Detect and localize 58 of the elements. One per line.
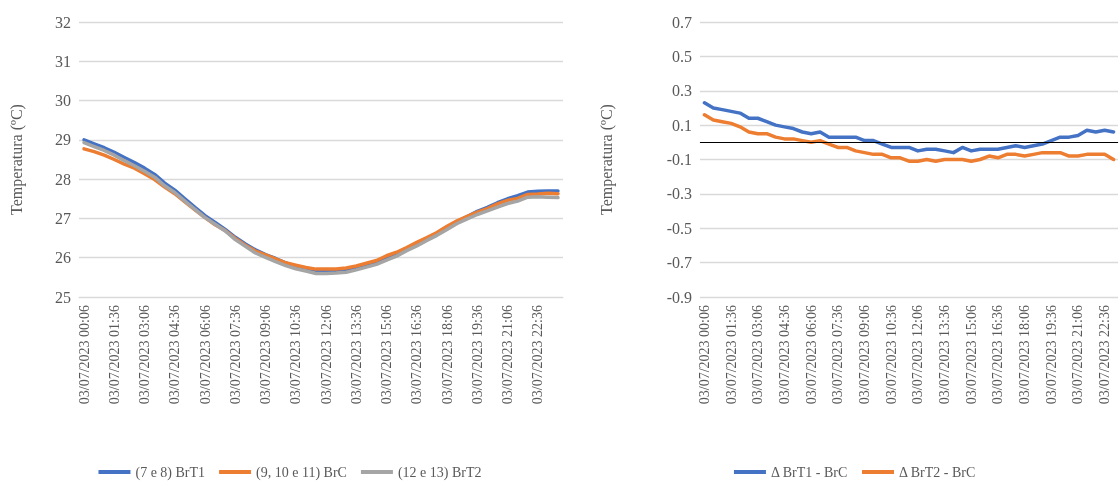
- x-tick-label: 03/07/2023 01:36: [106, 305, 122, 405]
- y-tick-label: 29: [55, 131, 71, 149]
- y-tick-label: 0.3: [672, 82, 692, 100]
- y-tick-label: -0.7: [666, 254, 692, 272]
- x-tick-label: 03/07/2023 00:06: [76, 305, 92, 405]
- x-tick-label: 03/07/2023 00:06: [696, 305, 712, 405]
- legend-label: Δ BrT2 - BrC: [899, 464, 976, 480]
- y-tick-label: -0.3: [666, 185, 692, 203]
- x-tick-label: 03/07/2023 03:06: [137, 305, 153, 405]
- legend-label: Δ BrT1 - BrC: [770, 464, 848, 480]
- x-tick-label: 03/07/2023 22:36: [530, 305, 546, 405]
- y-tick-label: -0.5: [666, 219, 692, 237]
- x-tick-label: 03/07/2023 15:06: [963, 305, 979, 405]
- x-tick-label: 03/07/2023 18:06: [1017, 305, 1033, 405]
- x-tick-label: 03/07/2023 12:06: [910, 305, 926, 405]
- x-tick-label: 03/07/2023 04:36: [776, 305, 792, 405]
- legend-label: (9, 10 e 11) BrC: [256, 464, 347, 481]
- x-tick-label: 03/07/2023 13:36: [937, 305, 953, 405]
- y-tick-label: 28: [55, 170, 71, 188]
- x-tick-label: 03/07/2023 19:36: [469, 305, 485, 405]
- x-tick-label: 03/07/2023 06:06: [803, 305, 819, 405]
- y-axis-title: Temperatura (ºC): [7, 104, 26, 215]
- x-tick-label: 03/07/2023 13:36: [348, 305, 364, 405]
- x-tick-label: 03/07/2023 04:36: [167, 305, 183, 405]
- x-tick-label: 03/07/2023 10:36: [288, 305, 304, 405]
- y-tick-label: 0.5: [672, 47, 692, 65]
- x-tick-label: 03/07/2023 18:06: [439, 305, 455, 405]
- x-tick-label: 03/07/2023 09:06: [258, 305, 274, 405]
- y-tick-label: -0.1: [666, 151, 692, 168]
- y-tick-label: 0.7: [672, 13, 692, 31]
- x-tick-label: 03/07/2023 07:36: [227, 305, 243, 405]
- y-tick-label: 0.1: [672, 116, 692, 134]
- x-tick-label: 03/07/2023 06:06: [197, 305, 213, 405]
- x-tick-label: 03/07/2023 12:06: [318, 305, 334, 405]
- y-tick-label: 31: [55, 52, 71, 70]
- x-tick-label: 03/07/2023 15:06: [379, 305, 395, 405]
- x-tick-label: 03/07/2023 03:06: [750, 305, 766, 405]
- line-series: [702, 101, 1116, 155]
- x-tick-label: 03/07/2023 19:36: [1043, 305, 1059, 405]
- y-tick-label: 25: [55, 288, 71, 306]
- y-tick-label: 26: [55, 249, 71, 267]
- x-tick-label: 03/07/2023 16:36: [990, 305, 1006, 405]
- y-tick-label: 32: [55, 13, 71, 31]
- x-tick-label: 03/07/2023 21:06: [500, 305, 516, 405]
- legend-label: (7 e 8) BrT1: [135, 464, 206, 481]
- x-tick-label: 03/07/2023 09:06: [857, 305, 873, 405]
- y-tick-label: 27: [55, 209, 71, 227]
- x-tick-label: 03/07/2023 01:36: [723, 305, 739, 405]
- y-axis-title: Temperatura (ºC): [597, 104, 616, 215]
- x-tick-label: 03/07/2023 21:06: [1070, 305, 1086, 405]
- x-tick-label: 03/07/2023 10:36: [883, 305, 899, 405]
- x-tick-label: 03/07/2023 16:36: [409, 305, 425, 405]
- y-tick-label: -0.9: [666, 288, 692, 306]
- y-tick-label: 30: [55, 92, 71, 110]
- line-series: [702, 113, 1116, 163]
- legend-label: (12 e 13) BrT2: [397, 464, 482, 481]
- x-tick-label: 03/07/2023 07:36: [830, 305, 846, 405]
- x-tick-label: 03/07/2023 22:36: [1097, 305, 1113, 405]
